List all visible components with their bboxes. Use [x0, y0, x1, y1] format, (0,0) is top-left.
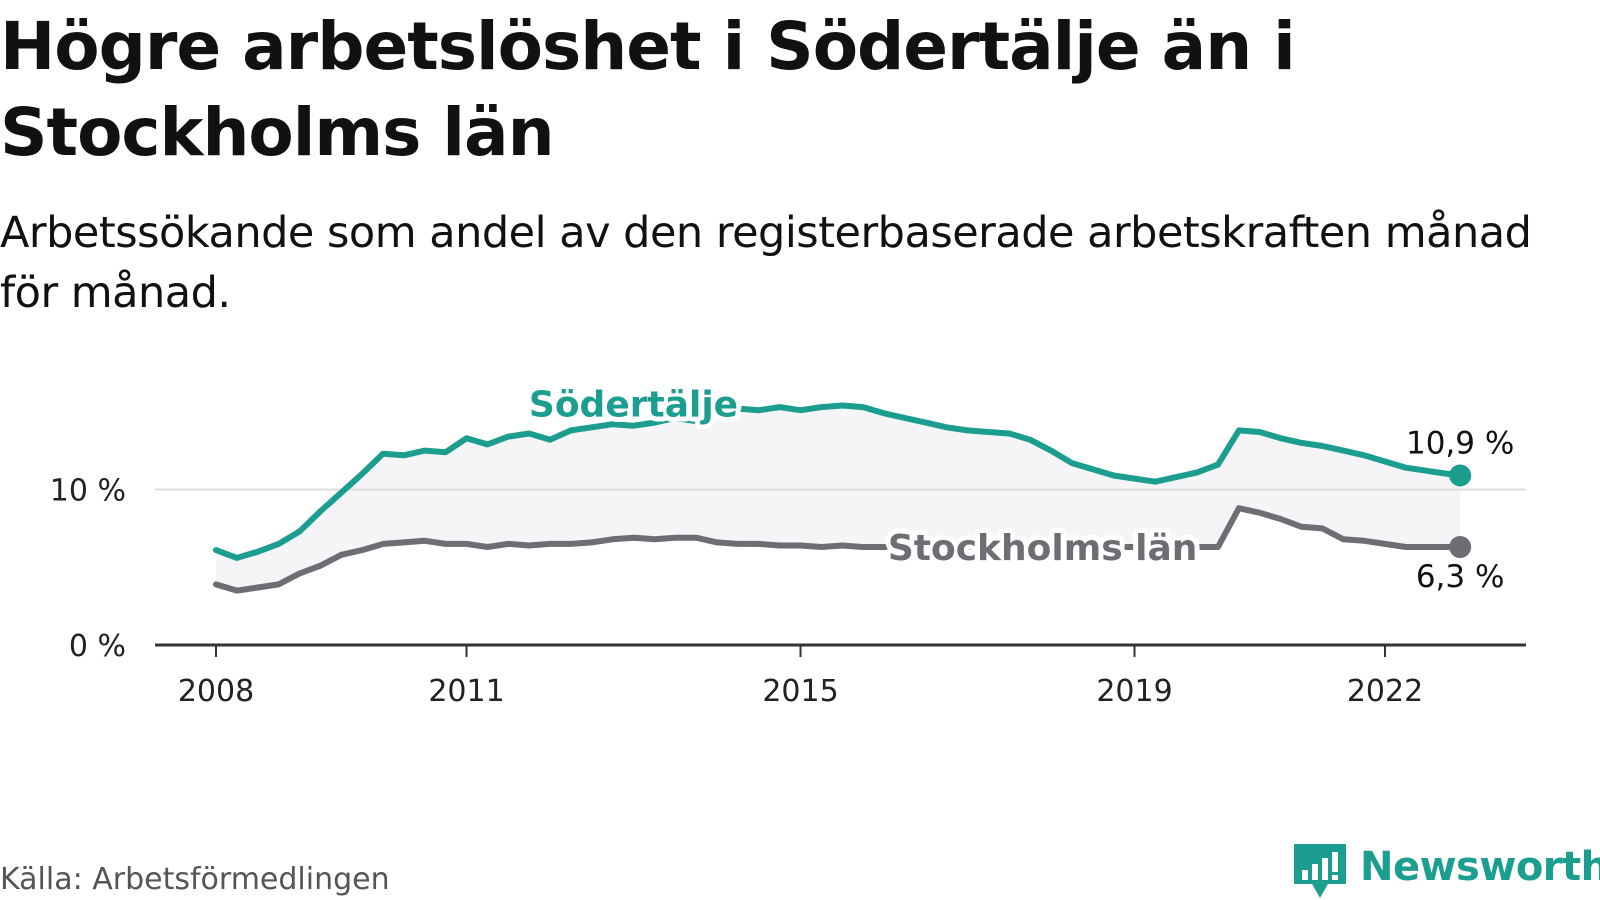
x-tick-label: 2015: [762, 674, 838, 709]
x-axis-ticks: 2008 2011 2015 2019 2022: [178, 645, 1423, 709]
x-tick-label: 2011: [428, 674, 504, 709]
newsworthy-logo-icon: [1294, 844, 1346, 898]
end-value-sodertalje: 10,9 %: [1406, 426, 1514, 462]
y-tick-label: 10 %: [50, 474, 126, 509]
newsworthy-logo[interactable]: Newsworthy: [1292, 842, 1600, 900]
end-point-stockholms-lan: [1449, 536, 1472, 559]
series-label-sodertalje: Södertälje: [529, 384, 738, 425]
series-label-stockholms-lan: Stockholms län: [888, 528, 1198, 569]
end-point-sodertalje: [1449, 464, 1472, 487]
x-tick-label: 2019: [1096, 674, 1172, 709]
x-tick-label: 2008: [178, 674, 254, 709]
newsworthy-logo-text: Newsworthy: [1360, 844, 1600, 890]
chart-subtitle: Arbetssökande som andel av den registerb…: [0, 208, 1532, 318]
x-tick-label: 2022: [1347, 674, 1423, 709]
series-line-stockholms-lan: [213, 505, 1464, 594]
series-line-sodertalje: [213, 402, 1464, 561]
chart-title: Högre arbetslöshet i Södertälje än i Sto…: [0, 8, 1296, 171]
y-tick-label: 0 %: [69, 629, 126, 664]
end-value-stockholms-lan: 6,3 %: [1416, 559, 1505, 595]
source-note: Källa: Arbetsförmedlingen: [0, 862, 390, 897]
y-axis-ticks: 0 % 10 %: [50, 474, 126, 665]
